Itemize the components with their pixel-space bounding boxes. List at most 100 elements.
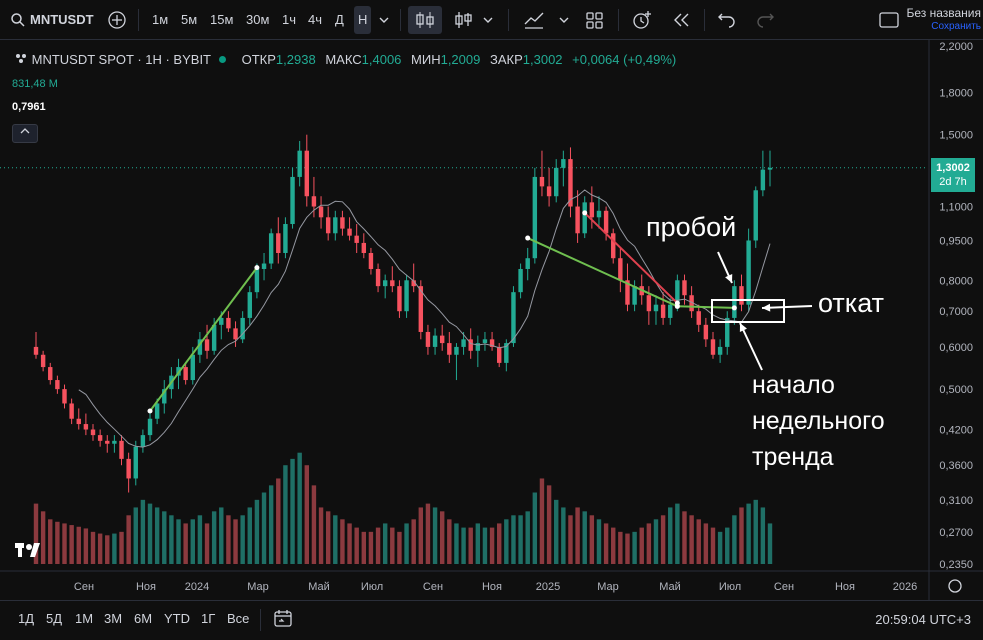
- timeframe-4h[interactable]: 4ч: [308, 12, 323, 27]
- candle-body: [632, 286, 637, 305]
- volume-bar: [418, 507, 424, 564]
- candle-body: [575, 206, 580, 234]
- volume-bar: [347, 523, 352, 564]
- candle-body: [276, 233, 281, 254]
- time-tick-label: Сен: [74, 581, 94, 593]
- volume-readout: 831,48 M: [12, 78, 58, 90]
- undo-icon[interactable]: [716, 6, 738, 34]
- bars-chart-type-icon[interactable]: [452, 6, 474, 34]
- volume-bar: [169, 515, 174, 564]
- candle-body: [112, 440, 117, 444]
- redo-icon[interactable]: [754, 6, 776, 34]
- last-price-badge: 1,3002 2d 7h: [931, 158, 975, 192]
- volume-bar: [717, 531, 723, 564]
- annotation-pullback: откат: [818, 288, 884, 318]
- candle-body: [283, 224, 288, 254]
- symbol-search-icon[interactable]: [10, 6, 26, 34]
- fullscreen-toggle-icon[interactable]: [878, 6, 900, 34]
- time-tick-label: Май: [659, 581, 681, 593]
- volume-bar: [696, 519, 701, 564]
- alert-clock-icon[interactable]: [630, 6, 654, 34]
- chevron-up-icon: [20, 128, 30, 134]
- volume-bar: [725, 527, 730, 564]
- time-tick-label: Июл: [719, 581, 741, 593]
- range-ytd[interactable]: YTD: [164, 611, 190, 626]
- timeframe-1m[interactable]: 1м: [152, 12, 169, 27]
- candle-body: [219, 317, 224, 325]
- save-button[interactable]: Сохранить: [931, 21, 981, 32]
- support-extension-line-end-dot: [731, 305, 737, 311]
- price-tick-label: 0,2350: [939, 559, 973, 571]
- volume-bar: [76, 526, 81, 564]
- range-1y[interactable]: 1Г: [201, 611, 216, 626]
- volume-bar: [710, 527, 716, 564]
- volume-bar: [539, 478, 545, 564]
- collapse-legend-button[interactable]: [12, 124, 38, 143]
- range-5d[interactable]: 5Д: [46, 611, 63, 626]
- volume-bar: [525, 511, 530, 564]
- volume-bar: [133, 507, 138, 564]
- range-3m[interactable]: 3М: [104, 611, 123, 626]
- range-6m[interactable]: 6М: [134, 611, 153, 626]
- candle-body: [447, 343, 452, 355]
- timeframe-day[interactable]: Д: [335, 12, 344, 27]
- volume-bar: [268, 485, 274, 564]
- date-range-calendar-icon[interactable]: [272, 607, 294, 632]
- uptrend-line: [149, 267, 258, 412]
- indicators-dropdown-icon[interactable]: [558, 6, 570, 34]
- candle-body: [703, 324, 709, 340]
- range-1m[interactable]: 1М: [75, 611, 94, 626]
- replay-rewind-icon[interactable]: [670, 6, 692, 34]
- volume-bar: [297, 452, 302, 564]
- volume-bar: [112, 533, 117, 564]
- candle-body: [625, 280, 630, 305]
- candle-body: [532, 176, 538, 259]
- candle-body: [525, 258, 530, 269]
- indicators-icon[interactable]: [522, 6, 546, 34]
- price-chart[interactable]: 2,2000 1,8000 1,5000 1,1000 0,9500 0,8000 0,70…: [0, 40, 983, 600]
- chart-pane[interactable]: 2,2000 1,8000 1,5000 1,1000 0,9500 0,8000 0,70…: [0, 40, 983, 601]
- volume-bar: [432, 507, 438, 564]
- compare-symbol-icon[interactable]: [106, 6, 128, 34]
- symbol-name[interactable]: MNTUSDT: [30, 12, 94, 27]
- volume-bar: [561, 507, 566, 564]
- volume-bar: [48, 519, 53, 564]
- volume-bar: [575, 507, 580, 564]
- candle-body: [454, 346, 459, 355]
- candle-body: [382, 280, 388, 287]
- range-1d[interactable]: 1Д: [18, 611, 35, 626]
- layouts-grid-icon[interactable]: [584, 6, 606, 34]
- clock-timezone[interactable]: 20:59:04 UTC+3: [875, 612, 971, 627]
- volume-bar: [190, 519, 195, 564]
- timeframe-1h[interactable]: 1ч: [282, 12, 297, 27]
- candle-body: [717, 346, 723, 355]
- timeframe-5m[interactable]: 5м: [181, 12, 198, 27]
- volume-bar: [625, 533, 630, 564]
- downtrend-support-line: [527, 237, 678, 308]
- range-all[interactable]: Все: [227, 611, 250, 626]
- volume-bar: [283, 465, 288, 564]
- candle-body: [48, 367, 53, 381]
- time-tick-label: 2024: [185, 581, 209, 593]
- chart-type-dropdown-icon[interactable]: [482, 6, 494, 34]
- candles-chart-type-icon[interactable]: [408, 6, 442, 34]
- timeframe-week[interactable]: Н: [354, 6, 372, 34]
- candle-body: [746, 240, 751, 305]
- save-layout[interactable]: Без названия Сохранить: [906, 6, 981, 33]
- timeframe-dropdown-icon[interactable]: [378, 6, 390, 34]
- candle-body: [154, 403, 160, 419]
- volume-bar: [119, 531, 124, 564]
- candle-body: [404, 280, 409, 312]
- timeframe-15m[interactable]: 15м: [210, 12, 234, 27]
- volume-bar: [154, 507, 160, 564]
- volume-bar: [247, 507, 252, 564]
- candle-body: [368, 253, 374, 269]
- timeframe-30m[interactable]: 30м: [246, 12, 270, 27]
- candle-body: [69, 403, 74, 419]
- candle-body: [682, 280, 687, 296]
- candle-body: [297, 150, 302, 177]
- volume-bar: [340, 519, 345, 564]
- candle-body: [511, 292, 516, 344]
- volume-bar: [211, 511, 217, 564]
- volume-bar: [183, 523, 188, 564]
